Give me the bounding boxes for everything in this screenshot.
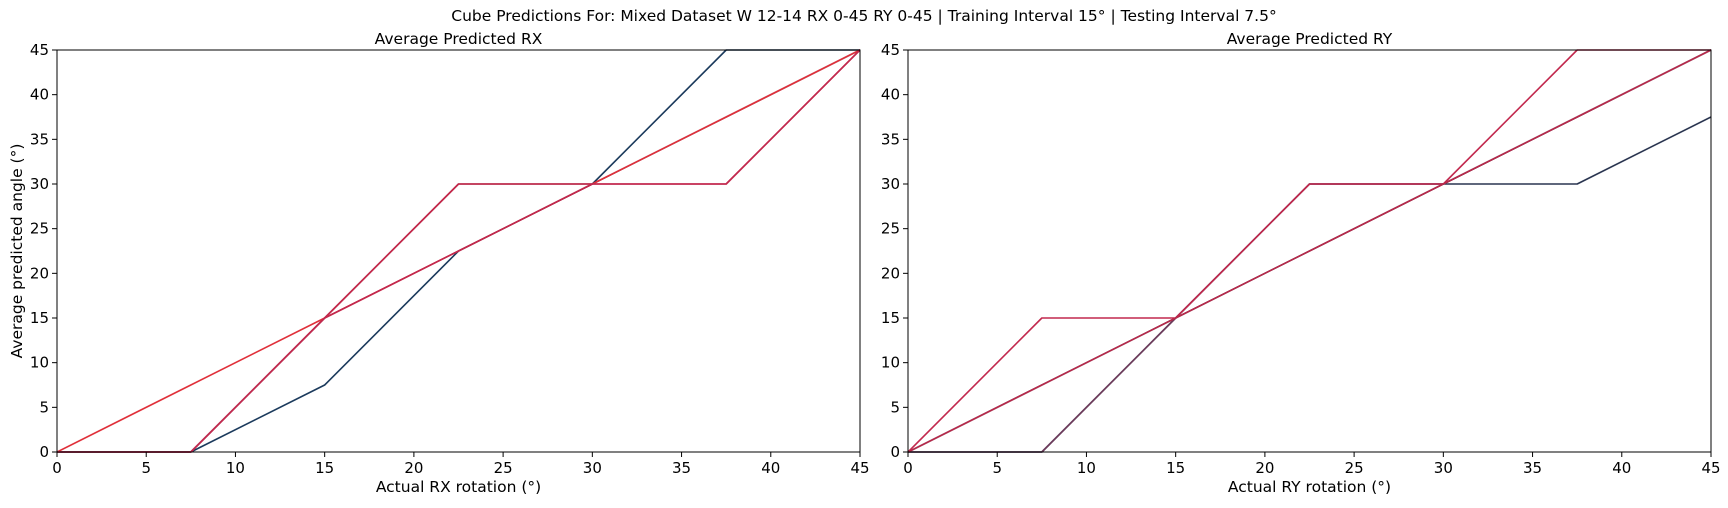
- plot-1-ytick-label: 30: [881, 175, 900, 193]
- plot-1-ytick-label: 0: [890, 443, 900, 461]
- plot-0-ytick-label: 45: [30, 41, 49, 59]
- plot-0-ytick-label: 30: [30, 175, 49, 193]
- plot-1-xtick-label: 25: [1345, 459, 1364, 477]
- plot-0-ytick-label: 40: [30, 86, 49, 104]
- plot-1-ytick-label: 20: [881, 264, 900, 282]
- plot-0-series-group: [57, 49, 860, 453]
- plot-1-series-5-line: [908, 49, 1711, 453]
- plot-0-xtick-label: 30: [583, 459, 602, 477]
- plot-0-xtick-label: 10: [226, 459, 245, 477]
- plot-0-xtick-label: 20: [404, 459, 423, 477]
- plot-0-xtick-label: 45: [850, 459, 869, 477]
- plot-1-xtick-label: 30: [1434, 459, 1453, 477]
- plot-1-xtick-label: 10: [1077, 459, 1096, 477]
- plot-1-xlabel: Actual RY rotation (°): [1228, 478, 1391, 496]
- plot-0-ytick-label: 5: [39, 398, 49, 416]
- plot-1-xtick-label: 35: [1523, 459, 1542, 477]
- plot-1-ytick-label: 5: [890, 398, 900, 416]
- plot-0-xtick-label: 0: [52, 459, 62, 477]
- plot-0-ytick-label: 35: [30, 130, 49, 148]
- plot-1-ytick-label: 25: [881, 220, 900, 238]
- plot-1-xtick-label: 20: [1255, 459, 1274, 477]
- plot-0-xtick-label: 25: [494, 459, 513, 477]
- plot-1-ytick-label: 40: [881, 86, 900, 104]
- plot-1-series-group: [908, 49, 1711, 453]
- plot-1-series-1-line: [908, 116, 1711, 453]
- plot-0-title: Average Predicted RX: [375, 30, 543, 48]
- plot-1-xtick-label: 15: [1166, 459, 1185, 477]
- plot-1-ytick-label: 10: [881, 354, 900, 372]
- plot-0-axes-frame: [56, 49, 861, 453]
- plot-0-xtick-label: 35: [672, 459, 691, 477]
- plot-0-xtick-label: 15: [315, 459, 334, 477]
- plot-1-xtick-label: 45: [1701, 459, 1720, 477]
- plot-1-ytick-label: 15: [881, 309, 900, 327]
- plot-1-ytick-label: 45: [881, 41, 900, 59]
- plot-1-ytick-label: 35: [881, 130, 900, 148]
- plot-0-xlabel: Actual RX rotation (°): [376, 478, 541, 496]
- plot-0-xtick-label: 40: [761, 459, 780, 477]
- plot-0-ytick-label: 0: [39, 443, 49, 461]
- plot-1-xtick-label: 40: [1612, 459, 1631, 477]
- figure-suptitle: Cube Predictions For: Mixed Dataset W 12…: [451, 7, 1276, 25]
- plot-0-ytick-label: 15: [30, 309, 49, 327]
- plot-1-title: Average Predicted RY: [1227, 30, 1393, 48]
- plot-0-xtick-label: 5: [141, 459, 151, 477]
- plot-1-axes-frame: [907, 49, 1712, 453]
- plot-1-xtick-label: 0: [903, 459, 913, 477]
- plot-1-xtick-label: 5: [992, 459, 1002, 477]
- plots-group: 0 5 10 15 20 25 30 35 40 45 0 5 10 15 20 25 30 35 40 45 Aver…: [8, 30, 1721, 496]
- plot-0-ytick-label: 25: [30, 220, 49, 238]
- plot-0-ylabel: Average predicted angle (°): [8, 144, 26, 359]
- plot-0-ytick-label: 20: [30, 264, 49, 282]
- plot-0-ytick-label: 10: [30, 354, 49, 372]
